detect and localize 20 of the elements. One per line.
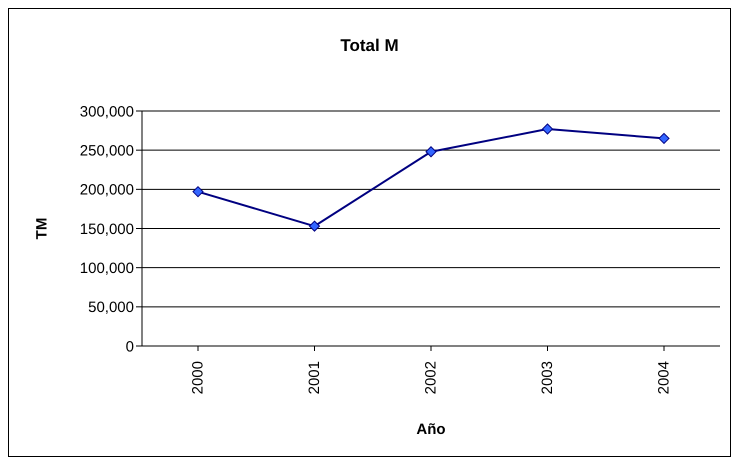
- y-tick-label: 50,000: [88, 299, 134, 316]
- x-tick-label: 2004: [656, 361, 672, 394]
- point: [309, 220, 320, 232]
- point: [426, 146, 436, 158]
- y-tick-label: 200,000: [80, 182, 134, 199]
- x-tick-label: 2002: [422, 361, 440, 394]
- point: [542, 124, 553, 135]
- y-tick-label: 150,000: [80, 220, 134, 238]
- y-tick-label: 250,000: [80, 142, 134, 160]
- x-tick-label: 2000: [190, 361, 206, 394]
- chart-title: Total M: [339, 36, 400, 56]
- x-axis-title: Año: [416, 421, 446, 438]
- point: [192, 186, 204, 198]
- point: [658, 132, 670, 144]
- y-tick-label: 300,000: [80, 103, 134, 120]
- x-tick-label: 2003: [539, 361, 556, 394]
- y-axis-title: TM: [33, 218, 50, 240]
- y-tick-label: 100,000: [80, 260, 134, 277]
- y-tick-label: 0: [126, 338, 134, 356]
- x-tick-label: 2001: [306, 361, 323, 394]
